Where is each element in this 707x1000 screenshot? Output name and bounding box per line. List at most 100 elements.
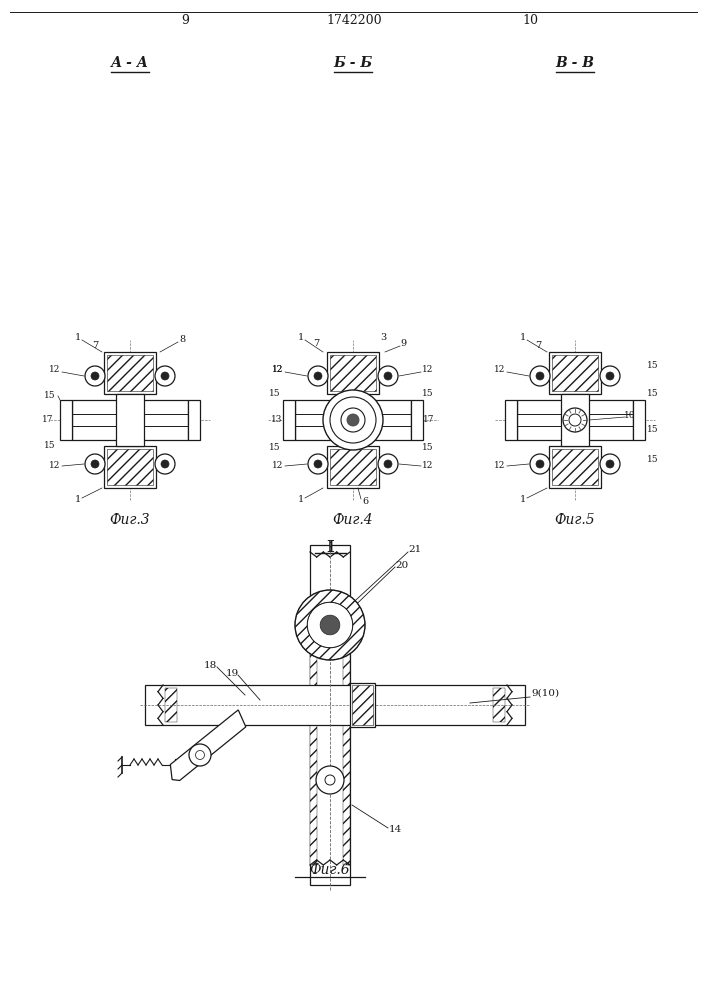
Bar [561,394,589,446]
Text: 12: 12 [494,365,506,374]
Bar [165,688,177,722]
Circle shape [323,390,383,450]
Bar [104,352,156,394]
Text: 15: 15 [269,442,281,452]
Text: 7: 7 [92,340,98,350]
Circle shape [600,454,620,474]
Circle shape [316,766,344,794]
Circle shape [536,460,544,468]
Circle shape [378,454,398,474]
Circle shape [85,366,105,386]
Text: 1: 1 [75,334,81,342]
Text: 15: 15 [647,360,659,369]
Text: 12: 12 [422,462,433,471]
Text: 15: 15 [647,456,659,464]
Bar [188,400,200,440]
Circle shape [384,372,392,380]
Circle shape [341,408,365,432]
Circle shape [91,460,99,468]
Bar [283,400,295,440]
Circle shape [85,454,105,474]
Text: 12: 12 [422,365,433,374]
Text: 15: 15 [44,390,56,399]
Circle shape [161,372,169,380]
Circle shape [600,366,620,386]
Bar [350,683,375,727]
Text: 1: 1 [520,495,526,504]
Bar [107,355,153,391]
Bar [295,400,411,440]
Text: 1: 1 [520,334,526,342]
Circle shape [314,460,322,468]
Bar [60,400,72,440]
Text: Фиг.4: Фиг.4 [333,513,373,527]
Text: 8: 8 [179,336,185,344]
Text: I: I [326,538,334,556]
Text: 18: 18 [204,660,216,670]
Circle shape [320,615,340,635]
Text: 12: 12 [272,365,284,374]
Bar [72,400,188,440]
Circle shape [384,460,392,468]
Text: 10: 10 [522,13,538,26]
Text: 6: 6 [362,497,368,506]
Bar [552,355,598,391]
Text: 12: 12 [272,462,284,471]
Circle shape [378,366,398,386]
Circle shape [161,460,169,468]
Text: 9: 9 [400,340,406,349]
Text: 19: 19 [226,668,239,678]
Text: А - А: А - А [111,56,149,70]
Text: 15: 15 [647,426,659,434]
Text: Б - Б: Б - Б [334,56,373,70]
Text: 10: 10 [624,410,636,420]
Bar [107,449,153,485]
Text: 7: 7 [535,340,541,350]
Text: 15: 15 [44,440,56,450]
Circle shape [563,408,587,432]
Text: 15: 15 [422,388,434,397]
Bar [310,545,350,885]
Bar [549,352,601,394]
Text: 1742200: 1742200 [326,13,382,26]
Text: В - В: В - В [556,56,595,70]
Circle shape [295,590,365,660]
Bar [104,446,156,488]
Bar [116,394,144,446]
Text: Фиг.5: Фиг.5 [555,513,595,527]
Bar [310,625,317,865]
Text: 3: 3 [380,334,386,342]
Bar [352,685,373,725]
Bar [330,449,376,485]
Bar [493,688,505,722]
Text: 1: 1 [298,334,304,342]
Circle shape [155,366,175,386]
Circle shape [189,744,211,766]
Circle shape [314,372,322,380]
Text: 13: 13 [271,416,283,424]
Text: 15: 15 [647,388,659,397]
Circle shape [155,454,175,474]
Text: 12: 12 [272,365,284,374]
Bar [517,400,633,440]
Text: 14: 14 [388,826,402,834]
Circle shape [606,372,614,380]
Bar [411,400,423,440]
Text: 1: 1 [75,495,81,504]
Circle shape [530,454,550,474]
Circle shape [606,460,614,468]
Bar [633,400,645,440]
Text: 21: 21 [409,546,421,554]
Circle shape [308,366,328,386]
Text: 20: 20 [395,560,409,570]
Bar [145,685,525,725]
Text: 9: 9 [181,13,189,26]
Text: 17: 17 [423,416,435,424]
Circle shape [536,372,544,380]
Text: 1: 1 [298,495,304,504]
Bar [330,355,376,391]
Text: Фиг.6: Фиг.6 [310,863,350,877]
Circle shape [91,372,99,380]
Text: 7: 7 [313,340,319,349]
Bar [327,446,379,488]
